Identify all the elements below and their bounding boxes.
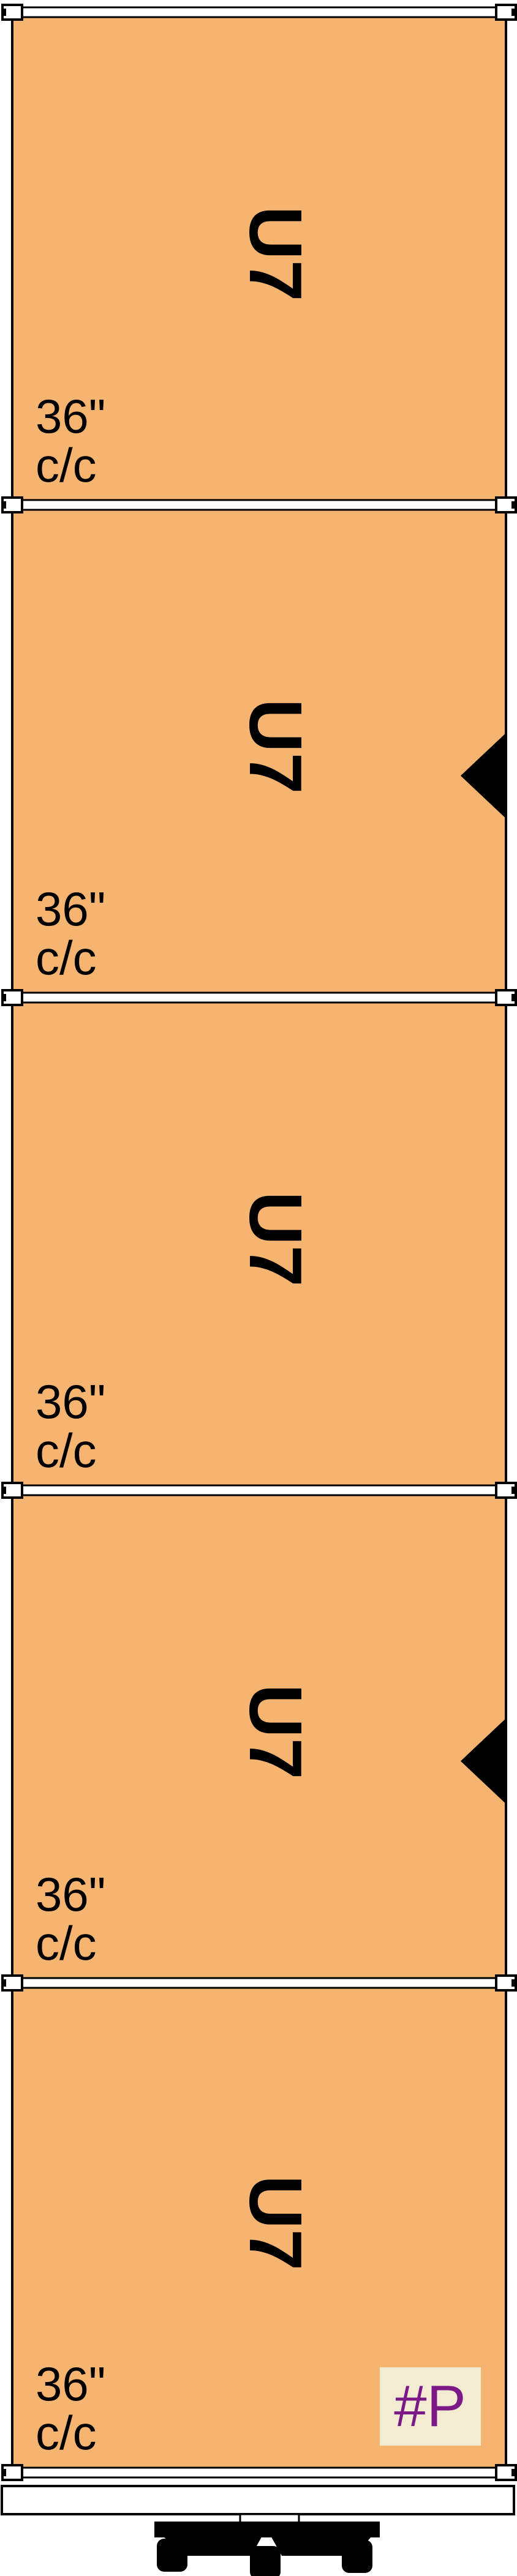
beam-bar	[11, 991, 507, 1004]
rack-bay: U7 36"c/c	[11, 504, 507, 999]
beam	[1, 1482, 517, 1499]
bay-panel	[11, 11, 507, 506]
beam	[1, 496, 517, 513]
upright-bolt	[1, 9, 6, 16]
beam-bar	[11, 499, 507, 511]
rack-bay: U7 36"c/c	[11, 996, 507, 1491]
upright-bolt	[1, 1487, 6, 1494]
pallet-tag-background	[380, 2367, 481, 2446]
bay-panel	[11, 504, 507, 999]
caster-wheel-icon	[342, 2540, 372, 2573]
beam-bar	[11, 1977, 507, 1989]
caster-mount	[239, 2513, 300, 2524]
pallet-tag-text: #P	[394, 2373, 466, 2439]
bay-level-label: U7	[234, 699, 317, 794]
bay-level-label: U7	[234, 1684, 317, 1780]
beam	[1, 4, 517, 21]
upright-bolt	[1, 1979, 6, 1987]
beam-spacing-unit: c/c	[36, 1424, 97, 1477]
bay-level-label: U7	[234, 1192, 317, 1287]
pallet-tag: #P	[380, 2367, 481, 2446]
upright-bolt	[511, 9, 516, 16]
upright-bolt	[511, 501, 516, 509]
base-platform	[1, 2485, 515, 2515]
beam-spacing-value: 36"	[36, 1867, 105, 1921]
caster-wheel-icon	[157, 2539, 187, 2572]
beam	[1, 2464, 517, 2481]
beam-spacing-unit: c/c	[36, 1916, 97, 1970]
upright-bolt	[511, 2469, 516, 2476]
beam-spacing-unit: c/c	[36, 2406, 97, 2460]
direction-arrow-icon	[461, 1719, 505, 1803]
beam	[1, 1974, 517, 1992]
upright-bolt	[1, 994, 6, 1001]
rack-bay: U7 36"c/c	[11, 1489, 507, 1984]
beam-spacing-unit: c/c	[36, 438, 97, 492]
beam-spacing-value: 36"	[36, 389, 105, 443]
rack-bay: U7 36"c/c	[11, 1982, 507, 2474]
upright-bolt	[1, 2469, 6, 2476]
caster-assembly	[154, 2513, 380, 2576]
rack-bay: U7 36"c/c	[11, 11, 507, 506]
bay-panel	[11, 1982, 507, 2474]
beam-bar	[11, 1484, 507, 1496]
beam-bar	[11, 6, 507, 18]
upright-bolt	[1, 501, 6, 509]
upright-bolt	[511, 994, 516, 1001]
beam-spacing-unit: c/c	[36, 931, 97, 985]
upright-bolt	[511, 1979, 516, 1987]
beam	[1, 989, 517, 1006]
bay-level-label: U7	[234, 206, 317, 302]
bay-panel	[11, 1489, 507, 1984]
caster-wheel-icon	[250, 2546, 281, 2576]
beam-bar	[11, 2466, 507, 2479]
beam-spacing-value: 36"	[36, 2357, 105, 2411]
beam-spacing-value: 36"	[36, 882, 105, 936]
beam-spacing-value: 36"	[36, 1375, 105, 1428]
upright-bolt	[511, 1487, 516, 1494]
bay-level-label: U7	[234, 2175, 317, 2271]
direction-arrow-icon	[461, 734, 505, 818]
beam-connector-left	[1, 1974, 23, 1992]
